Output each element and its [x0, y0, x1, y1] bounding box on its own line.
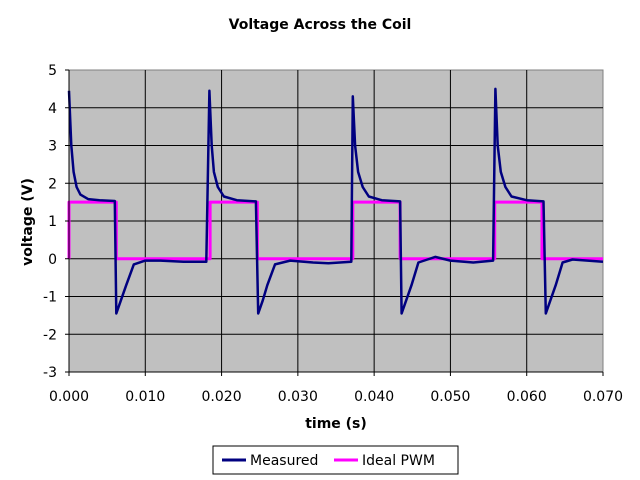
- x-tick-label: 0.040: [354, 389, 394, 405]
- x-tick-label: 0.030: [278, 389, 318, 405]
- series-layer: [67, 87, 604, 315]
- y-tick-label: -3: [43, 365, 57, 381]
- legend: Measured Ideal PWM: [212, 445, 459, 475]
- y-tick-label: 1: [48, 214, 57, 230]
- x-tick-label: 0.060: [507, 389, 547, 405]
- y-tick-label: -1: [43, 290, 57, 306]
- y-tick-label: 5: [48, 63, 57, 79]
- x-tick-label: 0.010: [125, 389, 165, 405]
- y-tick-label: 2: [48, 176, 57, 192]
- gridlines: [69, 70, 603, 372]
- x-axis: 0.000 0.010 0.020 0.030 0.040 0.050 0.060 0.070: [49, 371, 623, 405]
- series-line-measured: [67, 87, 604, 315]
- y-tick-label: -2: [43, 327, 57, 343]
- x-tick-label: 0.000: [49, 389, 89, 405]
- x-tick-label: 0.020: [202, 389, 242, 405]
- y-tick-label: 4: [48, 101, 57, 117]
- y-tick-label: 3: [48, 139, 57, 155]
- chart-title: Voltage Across the Coil: [229, 17, 412, 33]
- x-axis-label: time (s): [305, 416, 367, 432]
- legend-label-ideal-pwm: Ideal PWM: [362, 453, 435, 469]
- y-tick-label: 0: [48, 252, 57, 268]
- x-tick-label: 0.070: [583, 389, 623, 405]
- x-tick-label: 0.050: [430, 389, 470, 405]
- y-axis-label: voltage (V): [20, 178, 36, 266]
- legend-label-measured: Measured: [250, 453, 318, 469]
- y-axis: 5 4 3 2 1 0 -1 -2 -3: [43, 63, 70, 381]
